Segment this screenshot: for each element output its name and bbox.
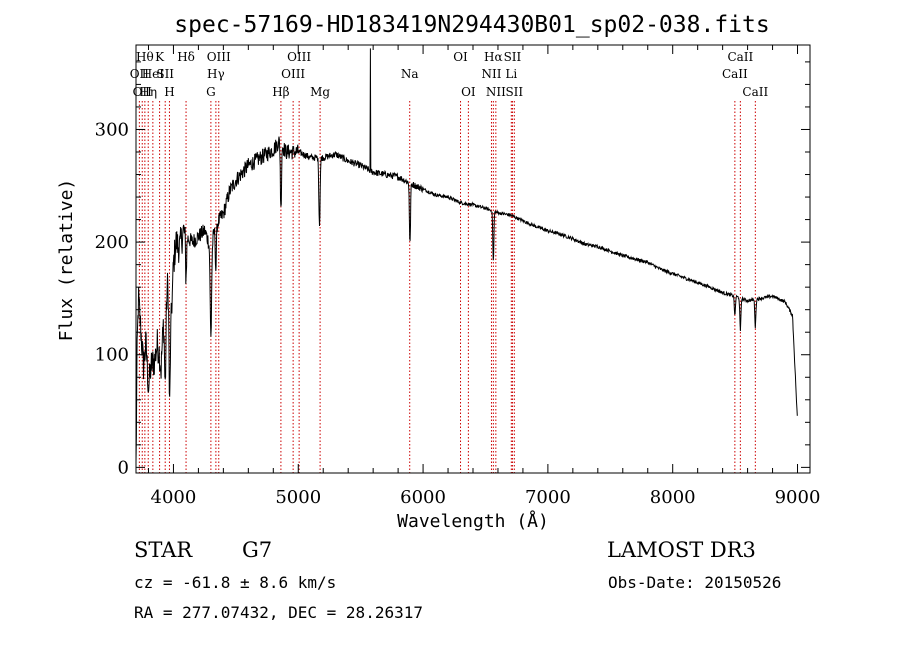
marker-label-16: Na: [401, 67, 419, 81]
marker-label-11: OIII: [207, 50, 231, 64]
x-axis-label: Wavelength (Å): [397, 510, 549, 532]
x-axis-ticks: 4000 5000 6000 7000 8000 9000: [147, 45, 821, 508]
obs-date: Obs-Date: 20150526: [608, 573, 782, 592]
x-tick-label-5000: 5000: [275, 487, 321, 508]
marker-label-7: H: [164, 85, 174, 99]
marker-label-20: Hα: [484, 50, 503, 64]
marker-label-6: SII: [156, 67, 174, 81]
marker-label-0: OII: [130, 67, 150, 81]
spectrum-group: [135, 48, 798, 463]
marker-label-10: Hγ: [207, 67, 225, 81]
x-tick-label-6000: 6000: [400, 487, 446, 508]
x-tick-label-7000: 7000: [525, 487, 571, 508]
coordinates: RA = 277.07432, DEC = 28.26317: [134, 603, 423, 622]
y-tick-label-300: 300: [95, 119, 129, 140]
marker-label-3: Hη: [139, 85, 157, 99]
marker-label-21: NII: [486, 85, 506, 99]
marker-label-8: Hδ: [177, 50, 195, 64]
object-class: STAR: [134, 538, 193, 562]
marker-label-9: G: [206, 85, 216, 99]
x-tick-label-4000: 4000: [151, 487, 197, 508]
x-tick-label-9000: 9000: [775, 487, 821, 508]
line-markers: OII OII Hθ Hη HeI K SII H Hδ G Hγ OIII Hβ OIII OIII Mg N…: [130, 50, 768, 473]
x-tick-label-8000: 8000: [650, 487, 696, 508]
object-subclass: G7: [242, 538, 273, 562]
y-axis-ticks: 0 100 200 300: [95, 61, 810, 478]
marker-label-2: Hθ: [136, 50, 154, 64]
y-tick-label-200: 200: [95, 232, 129, 253]
marker-label-12: Hβ: [272, 85, 289, 99]
marker-label-13: OIII: [281, 67, 305, 81]
y-tick-label-100: 100: [95, 345, 129, 366]
marker-label-26: CaII: [727, 50, 753, 64]
marker-label-18: OI: [461, 85, 476, 99]
marker-label-15: Mg: [310, 85, 330, 99]
marker-label-17: OI: [453, 50, 468, 64]
marker-label-1: OII: [133, 85, 153, 99]
plot-frame: [135, 44, 811, 474]
y-axis-label: Flux (relative): [56, 179, 77, 342]
marker-label-27: CaII: [742, 85, 768, 99]
y-tick-label-0: 0: [118, 457, 129, 478]
marker-label-5: K: [155, 50, 165, 64]
redshift-text: cz = -61.8 ± 8.6 km/s: [134, 573, 337, 592]
spectrum-line: [135, 48, 798, 463]
marker-label-24: SII: [505, 85, 523, 99]
chart-title: spec-57169-HD183419N294430B01_sp02-038.f…: [174, 12, 769, 38]
marker-label-22: Li: [505, 67, 517, 81]
survey-name: LAMOST DR3: [607, 538, 756, 562]
marker-label-14: OIII: [287, 50, 311, 64]
marker-label-4: HeI: [142, 67, 165, 81]
marker-label-25: CaII: [722, 67, 748, 81]
marker-label-19: NII: [481, 67, 501, 81]
marker-label-23: SII: [504, 50, 522, 64]
